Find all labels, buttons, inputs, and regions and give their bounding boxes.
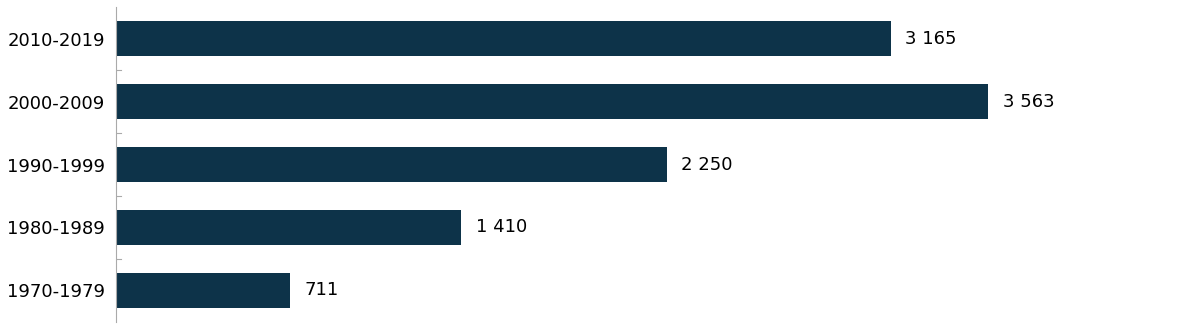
Text: 1 410: 1 410 — [476, 218, 527, 237]
Text: 3 563: 3 563 — [1003, 92, 1055, 111]
Bar — [116, 210, 461, 245]
Bar — [116, 21, 890, 56]
Bar — [116, 273, 290, 308]
Bar — [116, 84, 988, 119]
Text: 2 250: 2 250 — [682, 156, 733, 173]
Text: 3 165: 3 165 — [906, 30, 956, 48]
Text: 711: 711 — [305, 281, 340, 299]
Bar — [116, 147, 667, 182]
